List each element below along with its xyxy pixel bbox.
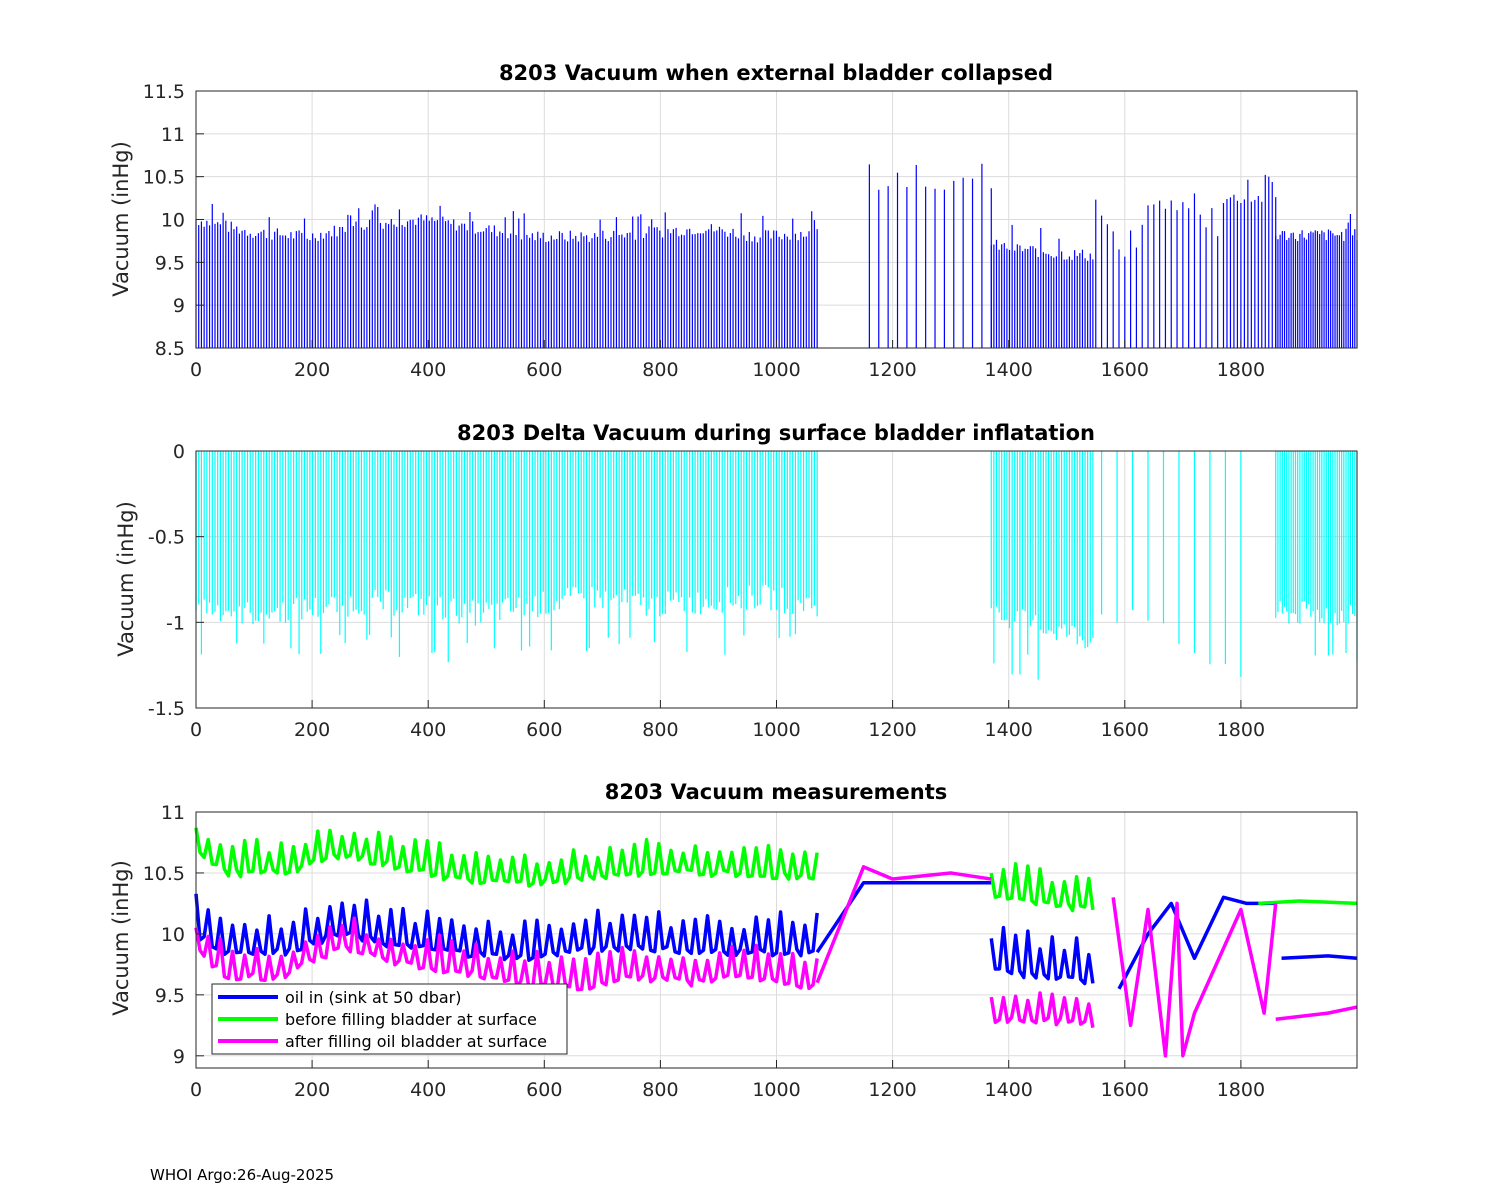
series-line (989, 862, 1095, 913)
chart-title: 8203 Delta Vacuum during surface bladder… (457, 421, 1095, 445)
series-line (1281, 954, 1358, 961)
y-tick-label: -1 (166, 612, 185, 634)
x-tick-label: 200 (294, 359, 330, 381)
x-tick-label: 1200 (868, 359, 916, 381)
chart-vacuum-collapsed: 8203 Vacuum when external bladder collap… (109, 61, 1358, 381)
x-tick-label: 0 (190, 719, 202, 741)
y-axis-label: Vacuum (inHg) (114, 501, 138, 657)
x-tick-label: 1800 (1217, 1079, 1265, 1101)
series-line (194, 827, 819, 888)
series-line (1117, 895, 1276, 990)
y-tick-label: 9.5 (155, 252, 185, 274)
y-tick-label: 9 (173, 1046, 185, 1068)
legend-label-after-filling: after filling oil bladder at surface (285, 1032, 547, 1051)
x-tick-label: 1600 (1101, 719, 1149, 741)
x-tick-label: 600 (526, 719, 562, 741)
x-tick-label: 800 (642, 719, 678, 741)
x-tick-label: 800 (642, 359, 678, 381)
y-tick-label: 10.5 (143, 167, 185, 189)
x-tick-label: 1200 (868, 1079, 916, 1101)
x-tick-label: 1600 (1101, 1079, 1149, 1101)
data-marks (195, 163, 1358, 348)
x-tick-label: 1000 (752, 1079, 800, 1101)
y-tick-label: -0.5 (148, 527, 185, 549)
y-tick-label: 0 (173, 441, 185, 463)
x-tick-label: 1600 (1101, 359, 1149, 381)
series-line (194, 893, 819, 962)
x-tick-label: 1800 (1217, 719, 1265, 741)
x-tick-label: 1400 (985, 719, 1033, 741)
y-tick-label: 11.5 (143, 81, 185, 103)
y-tick-label: 9.5 (155, 985, 185, 1007)
y-tick-label: 11 (161, 802, 185, 824)
y-tick-label: 11 (161, 124, 185, 146)
x-tick-label: 1200 (868, 719, 916, 741)
x-tick-label: 200 (294, 1079, 330, 1101)
x-tick-label: 1400 (985, 359, 1033, 381)
x-tick-label: 800 (642, 1079, 678, 1101)
x-tick-label: 400 (410, 1079, 446, 1101)
series-line (1111, 897, 1278, 1058)
x-tick-label: 0 (190, 1079, 202, 1101)
legend-label-oil-in: oil in (sink at 50 dbar) (285, 988, 462, 1007)
series-line (815, 880, 992, 954)
y-tick-label: 9 (173, 295, 185, 317)
axes-frame (195, 450, 1358, 709)
data-marks (194, 827, 1358, 1058)
y-tick-label: 10 (161, 924, 185, 946)
x-tick-label: 0 (190, 359, 202, 381)
chart-title: 8203 Vacuum measurements (605, 780, 948, 804)
x-tick-label: 600 (526, 359, 562, 381)
x-tick-label: 1000 (752, 359, 800, 381)
x-tick-label: 1000 (752, 719, 800, 741)
series-line (815, 865, 992, 984)
series-line (989, 925, 1095, 986)
y-tick-label: 10.5 (143, 863, 185, 885)
data-marks (195, 451, 1358, 680)
series-line (194, 916, 819, 992)
legend: oil in (sink at 50 dbar) before filling … (211, 983, 568, 1055)
series-line (989, 991, 1095, 1029)
y-tick-label: -1.5 (148, 698, 185, 720)
chart-title: 8203 Vacuum when external bladder collap… (499, 61, 1053, 85)
chart-vacuum-measurements: 8203 Vacuum measurements Vacuum (inHg) 0… (109, 780, 1358, 1101)
x-tick-label: 200 (294, 719, 330, 741)
series-line (1275, 1005, 1358, 1021)
x-tick-label: 400 (410, 359, 446, 381)
x-tick-label: 1800 (1217, 359, 1265, 381)
legend-label-before-filling: before filling bladder at surface (285, 1010, 537, 1029)
x-tick-label: 400 (410, 719, 446, 741)
y-tick-label: 10 (161, 210, 185, 232)
x-tick-label: 1400 (985, 1079, 1033, 1101)
x-tick-label: 600 (526, 1079, 562, 1101)
series-line (1258, 899, 1358, 906)
footer-credit: WHOI Argo:26-Aug-2025 (150, 1166, 335, 1184)
y-axis-label: Vacuum (inHg) (109, 141, 133, 297)
axes-frame (195, 90, 1358, 349)
y-axis-label: Vacuum (inHg) (109, 860, 133, 1016)
y-tick-label: 8.5 (155, 338, 185, 360)
axes-frame (195, 811, 1358, 1069)
chart-delta-vacuum: 8203 Delta Vacuum during surface bladder… (114, 421, 1358, 741)
